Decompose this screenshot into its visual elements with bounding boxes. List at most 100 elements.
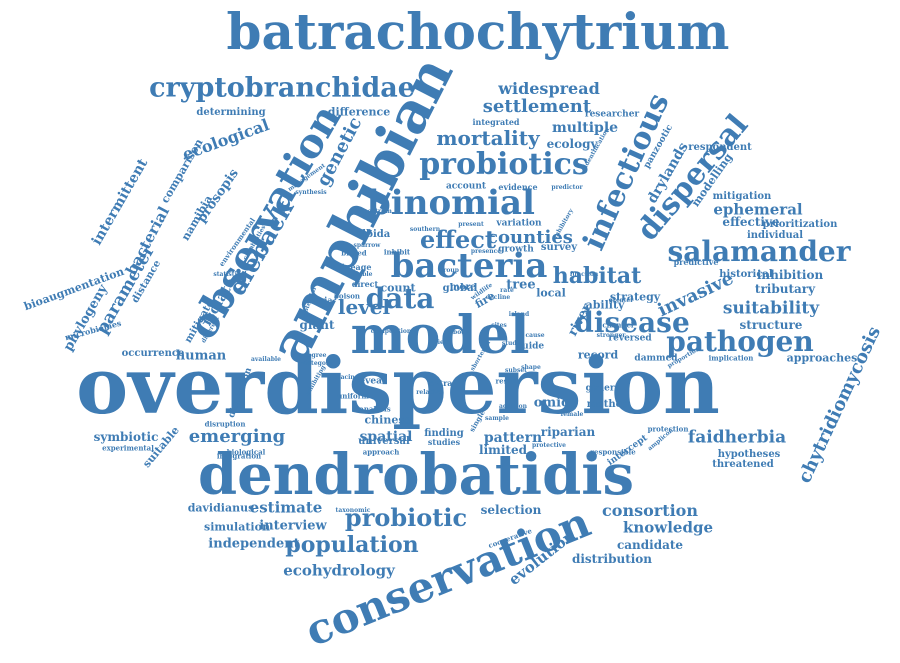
cloud-word: cryptobranchidae [149,72,415,104]
cloud-word: salamander [667,235,851,268]
cloud-word: global [442,283,478,294]
cloud-word: subset [505,367,527,374]
cloud-word: albida [355,229,391,240]
cloud-word: occurrence [121,348,185,359]
cloud-word: disease [574,306,690,339]
cloud-word: knowledge [623,518,713,537]
cloud-word: selection [480,503,542,517]
cloud-word: more [450,282,476,293]
cloud-word: threatened [712,459,774,470]
cloud-word: difference [327,105,391,119]
cloud-word: variable [345,271,373,278]
cloud-word: spatial [359,429,413,445]
cloud-word: experimental [102,443,154,453]
cloud-word: emerging [188,426,286,447]
cloud-word: prioritization [762,219,838,230]
cloud-word: candidate [616,538,684,552]
cloud-word: batrachochytrium [226,2,730,61]
cloud-word: researcher [584,109,640,120]
cloud-word: spacing [333,374,359,381]
cloud-word: symbiotic [93,430,159,444]
cloud-word: method [586,399,630,410]
cloud-word: protection [647,424,689,434]
cloud-word: group [439,267,459,274]
cloud-word: universal [358,436,410,447]
cloud-word: faidherbia [687,427,787,448]
cloud-word: survey [540,242,578,253]
cloud-word: overdispersion [76,341,720,432]
cloud-word: spectrum [360,208,392,215]
cloud-word: poison [334,291,360,301]
cloud-word: statistical [213,271,247,278]
cloud-word: reversed [608,333,652,344]
cloud-word: interview [259,518,327,534]
cloud-word: hypotheses [717,449,781,460]
cloud-word: rate [500,287,514,294]
cloud-word: available [251,356,281,363]
cloud-word: responsible [590,447,636,457]
cloud-word: effect [420,225,496,254]
cloud-word: chinese [364,413,412,427]
cloud-word: female [560,411,584,418]
cloud-word: southern [409,226,441,233]
cloud-word: analysis [359,404,391,414]
cloud-word: structure [739,318,803,332]
cloud-word: model [350,305,530,366]
cloud-word: variation [496,218,542,229]
cloud-word: limited [479,443,527,457]
cloud-word: greater [608,297,634,304]
cloud-word: effective [722,215,780,229]
cloud-word: competition [370,328,412,335]
cloud-word: account [445,181,487,192]
cloud-word: genera [585,383,621,394]
cloud-word: cause [525,332,545,339]
cloud-word: present [458,221,484,228]
cloud-word: predictor [551,184,583,191]
cloud-word: tree [506,277,536,293]
cloud-word: studies [427,437,461,447]
cloud-word: riparian [540,425,596,439]
cloud-word: historical [719,269,773,280]
cloud-word: predictive [673,257,719,267]
cloud-word: record [577,348,619,362]
cloud-word: individual [746,230,804,241]
cloud-word: independent [208,536,300,552]
cloud-word: ecology [546,137,598,151]
cloud-word: taxonomic [335,507,371,514]
cloud-word: approach [362,447,400,457]
cloud-word: widespread [498,79,600,98]
cloud-word: human [175,348,227,364]
cloud-word: population [285,532,419,558]
cloud-word: inhibit [383,247,411,257]
cloud-word: result [495,376,519,386]
cloud-word: data [365,282,435,315]
cloud-word: ephemeral [713,200,803,219]
cloud-word: field [435,339,451,346]
cloud-word: level [337,295,391,319]
cloud-word: pathogen [666,325,814,358]
cloud-word: lineage [338,262,372,272]
cloud-word: synthesis [295,189,327,196]
cloud-word: andria [303,295,333,305]
cloud-word: mortality [436,126,540,150]
cloud-word: respondent [688,142,752,153]
cloud-word: suitability [722,298,820,319]
cloud-word: biological [226,447,266,457]
cloud-word: shape [521,364,541,371]
cloud-word: function [569,271,599,278]
cloud-word: guide [515,341,545,352]
cloud-word: extra [429,378,453,388]
cloud-word: pattern [483,430,543,446]
cloud-word: presence [470,248,502,255]
cloud-word: distribution [571,552,653,566]
cloud-word: probiotics [419,147,589,182]
cloud-word: uniform [337,391,369,401]
cloud-word: reveal [354,376,386,387]
cloud-word: study [501,340,521,347]
cloud-word: determining [196,107,266,118]
cloud-word: direct [351,279,379,289]
cloud-word: binomial [367,183,535,223]
cloud-word: sample [485,415,509,422]
cloud-word: simulation [204,520,270,534]
